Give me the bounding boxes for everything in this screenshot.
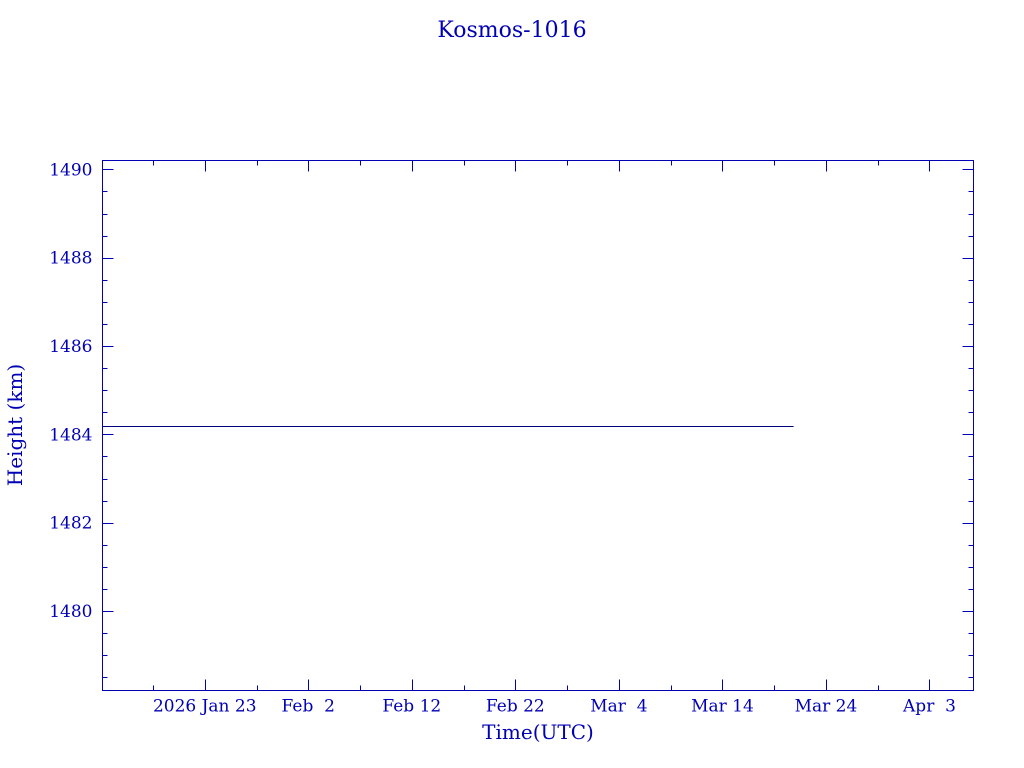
x-tick-label: Feb 2 <box>282 697 335 717</box>
y-tick-label: 1488 <box>49 249 92 269</box>
x-tick-label: Feb 22 <box>486 697 545 717</box>
axis-ticks <box>102 160 974 691</box>
y-axis-label: Height (km) <box>3 364 27 486</box>
x-tick-label: 2026 Jan 23 <box>153 697 257 717</box>
x-tick-label: Mar 4 <box>590 697 647 717</box>
x-tick-label: Mar 24 <box>795 697 858 717</box>
y-tick-label: 1486 <box>49 337 92 357</box>
x-axis-label: Time(UTC) <box>482 720 594 744</box>
x-tick-label: Apr 3 <box>902 697 956 717</box>
y-tick-label: 1482 <box>49 514 92 534</box>
y-tick-label: 1484 <box>49 425 92 445</box>
plot-frame <box>102 160 974 691</box>
y-tick-label: 1490 <box>49 160 92 180</box>
x-tick-label: Mar 14 <box>691 697 754 717</box>
chart-title: Kosmos-1016 <box>437 18 586 43</box>
tick-labels: 1480 1482 1484 1486 1488 1490 2026 Jan 23 Feb 2… <box>49 160 956 716</box>
y-tick-label: 1480 <box>49 602 92 622</box>
x-tick-label: Feb 12 <box>382 697 441 717</box>
